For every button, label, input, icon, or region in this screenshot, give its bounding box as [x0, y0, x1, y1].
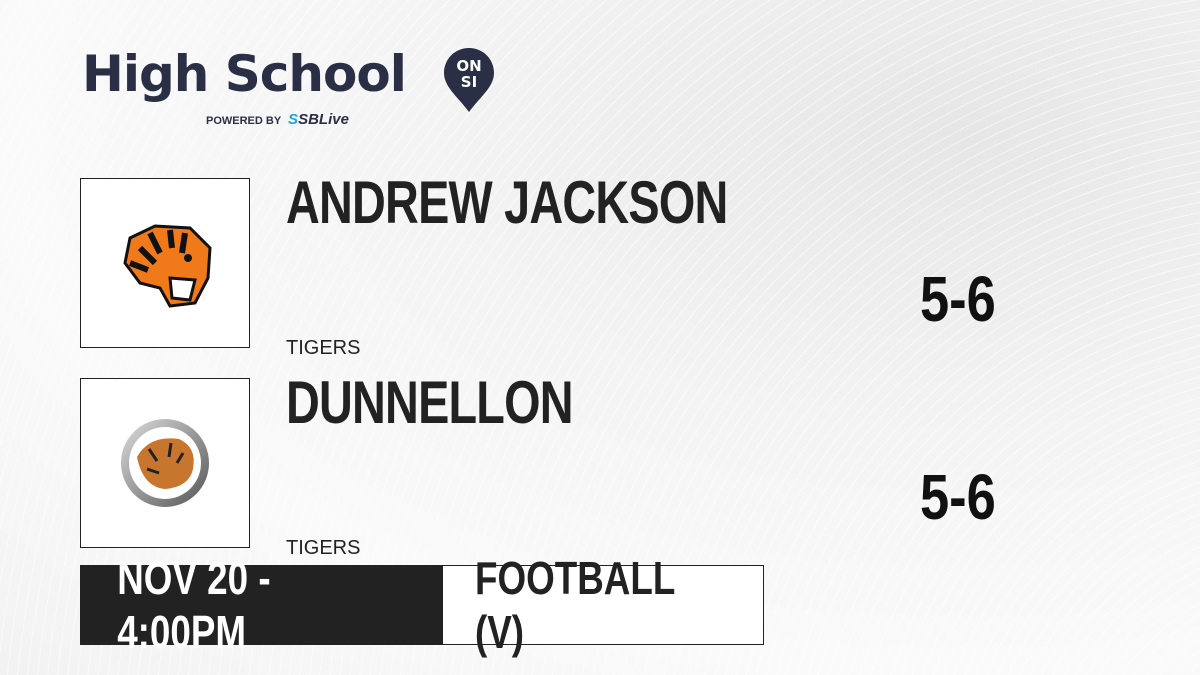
- team-2-record: 5-6: [920, 461, 996, 533]
- game-datetime: NOV 20 - 4:00PM: [81, 552, 443, 658]
- tiger-circle-icon: [121, 419, 209, 507]
- game-info-bar: NOV 20 - 4:00PM FOOTBALL (V): [80, 552, 764, 658]
- brand-logo: High School ON SI POWERED BY SSBLive: [82, 44, 494, 128]
- team-1-record: 5-6: [920, 263, 996, 335]
- powered-by-label: POWERED BY: [206, 115, 281, 127]
- team-2-name: DUNNELLON: [286, 369, 574, 436]
- team-1-name: ANDREW JACKSON: [286, 169, 728, 236]
- brand-title: High School: [82, 45, 407, 103]
- team-2-logo: [80, 378, 250, 548]
- sblive-logo: SSBLive: [288, 111, 349, 128]
- team-1-logo: [80, 178, 250, 348]
- game-sport: FOOTBALL (V): [443, 552, 763, 658]
- badge-bottom: SI: [461, 73, 477, 91]
- powered-by: POWERED BY SSBLive: [206, 111, 349, 128]
- team-1-mascot: TIGERS: [286, 337, 361, 359]
- badge-top: ON: [456, 57, 481, 75]
- team-2-mascot: TIGERS: [286, 537, 361, 559]
- tiger-head-icon: [123, 224, 212, 308]
- on-si-pin-icon: ON SI: [444, 48, 494, 112]
